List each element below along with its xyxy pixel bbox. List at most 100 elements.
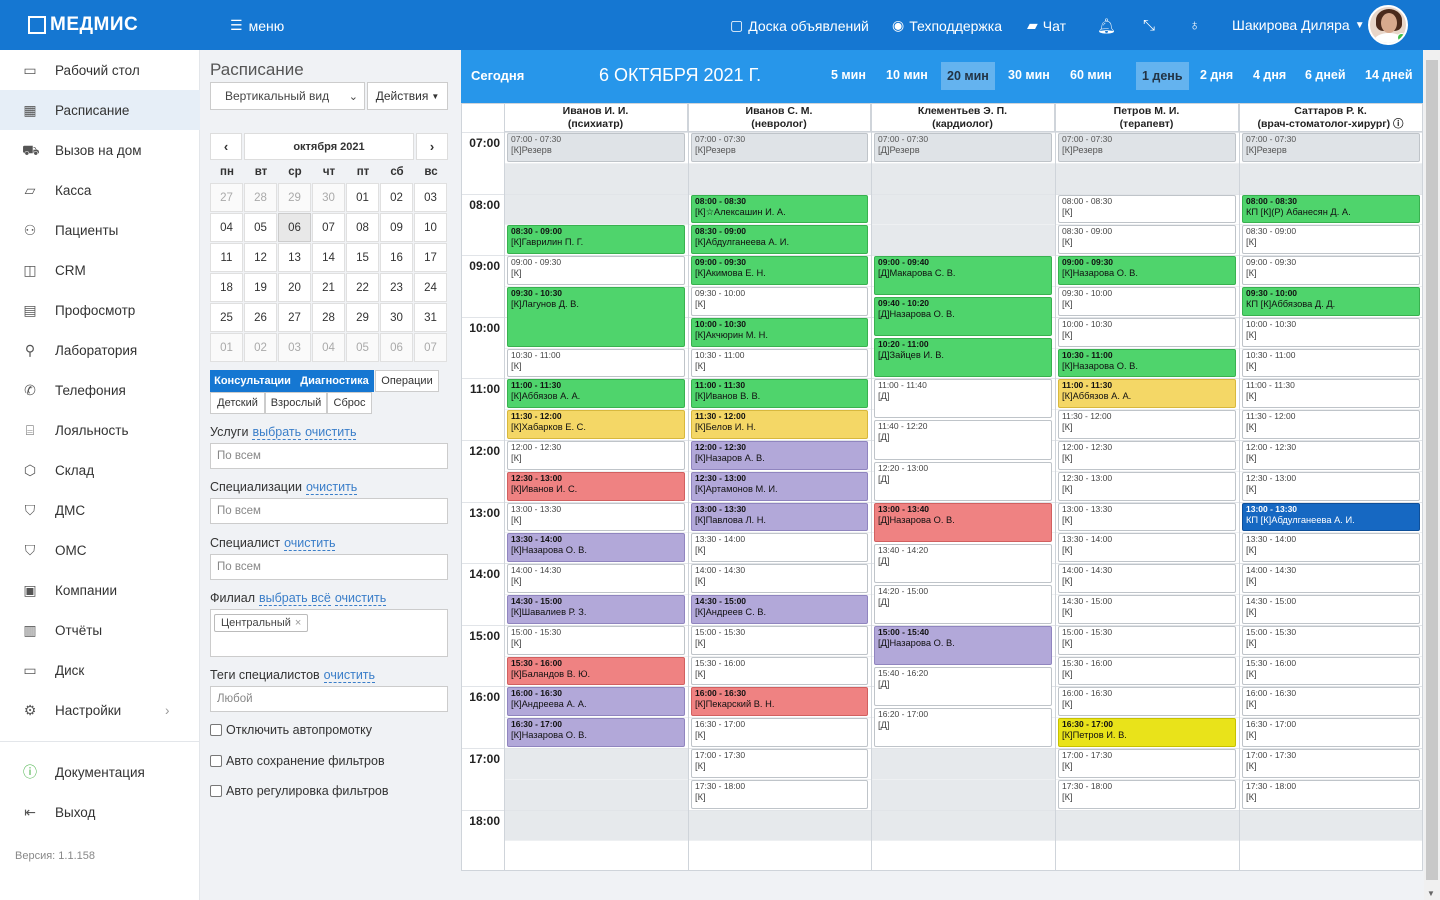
calendar-day[interactable]: 17 <box>414 243 447 272</box>
calendar-day[interactable]: 21 <box>312 273 345 302</box>
next-month-button[interactable]: › <box>416 133 448 160</box>
appointment-slot[interactable]: 16:30 - 17:00 [К]Назарова О. В. <box>507 718 685 747</box>
user-menu[interactable]: Шакирова Диляра ▼ <box>1232 17 1365 33</box>
calendar-day[interactable]: 23 <box>380 273 413 302</box>
autoadjust-checkbox[interactable]: Авто регулировка фильтров <box>210 784 389 798</box>
calendar-day[interactable]: 10 <box>414 213 447 242</box>
appointment-slot[interactable]: 09:00 - 09:30 [К] <box>507 256 685 285</box>
appointment-slot[interactable]: 08:00 - 08:30 КП [К](Р) Абанесян Д. А. <box>1242 194 1420 224</box>
appointment-slot[interactable]: 17:00 - 17:30 [К] <box>1242 749 1420 778</box>
appointment-slot[interactable]: 15:30 - 16:00 [К] <box>1242 656 1420 686</box>
doctor-column-header[interactable]: Петров М. И. (терапевт) <box>1055 104 1239 132</box>
prev-month-button[interactable]: ‹ <box>210 133 242 160</box>
calendar-day[interactable]: 16 <box>380 243 413 272</box>
calendar-day[interactable]: 14 <box>312 243 345 272</box>
calendar-day[interactable]: 07 <box>312 213 345 242</box>
appointment-slot[interactable]: 15:00 - 15:30 [К] <box>1242 625 1420 655</box>
calendar-day[interactable]: 29 <box>346 303 379 332</box>
page-scrollbar[interactable]: ▼ <box>1424 50 1440 900</box>
calendar-day[interactable]: 27 <box>278 303 311 332</box>
appointment-slot[interactable]: 15:00 - 15:30 [К] <box>507 625 685 655</box>
appointment-slot[interactable]: 09:30 - 10:00 [К] <box>691 287 868 316</box>
appointment-slot[interactable]: 17:00 - 17:30 [К] <box>691 749 868 778</box>
appointment-slot[interactable]: 13:40 - 14:20 [Д] <box>874 543 1052 583</box>
sidebar-item-14[interactable]: ▥ Отчёты <box>0 610 200 650</box>
calendar-day[interactable]: 08 <box>346 213 379 242</box>
appointment-slot[interactable]: 08:30 - 09:00 [К]Гаврилин П. Г. <box>507 225 685 255</box>
scale-option[interactable]: 30 мин <box>1008 68 1050 82</box>
appointment-slot[interactable]: 07:00 - 07:30 [К]Резерв <box>1058 133 1236 162</box>
spec-input[interactable]: По всем <box>210 498 448 524</box>
sidebar-item-2[interactable]: ⛟ Вызов на дом <box>0 130 200 170</box>
appointment-slot[interactable]: 13:30 - 14:00 [К] <box>1242 533 1420 563</box>
appointment-slot[interactable]: 14:00 - 14:30 [К] <box>691 564 868 593</box>
specialist-input[interactable]: По всем <box>210 554 448 580</box>
calendar-day[interactable]: 03 <box>278 333 311 362</box>
sidebar-item-13[interactable]: ▣ Компании <box>0 570 200 610</box>
specialist-clear-link[interactable]: очистить <box>284 536 336 551</box>
appointment-slot[interactable]: 14:30 - 15:00 [К]Андреев С. В. <box>691 595 868 624</box>
doctor-column-header[interactable]: Клементьев Э. П. (кардиолог) <box>871 104 1055 132</box>
calendar-day[interactable]: 04 <box>210 213 243 242</box>
appointment-slot[interactable]: 15:00 - 15:30 [К] <box>691 625 868 655</box>
appointment-slot[interactable]: 13:00 - 13:30 КП [К]Абдулганеева А. И. <box>1242 502 1420 532</box>
scrollbar-thumb[interactable] <box>1426 60 1438 880</box>
appointment-slot[interactable]: 10:30 - 11:00 [К]Назарова О. В. <box>1058 348 1236 378</box>
services-select-link[interactable]: выбрать <box>252 425 302 440</box>
calendar-day[interactable]: 30 <box>312 183 345 212</box>
appointment-slot[interactable]: 12:30 - 13:00 [К]Артамонов М. И. <box>691 471 868 501</box>
scale-option[interactable]: 6 дней <box>1305 68 1346 82</box>
nav-support[interactable]: ◉ Техподдержка <box>892 17 1002 34</box>
scale-option[interactable]: 2 дня <box>1200 68 1234 82</box>
appointment-slot[interactable]: 13:30 - 14:00 [К]Назарова О. В. <box>507 533 685 563</box>
appointment-slot[interactable]: 11:00 - 11:30 [К]Иванов В. В. <box>691 379 868 409</box>
scale-option[interactable]: 60 мин <box>1070 68 1112 82</box>
sidebar-item-1[interactable]: ▦ Расписание <box>0 90 200 130</box>
appointment-slot[interactable]: 13:00 - 13:30 [К] <box>1058 502 1236 532</box>
scale-option[interactable]: 1 день <box>1136 62 1189 90</box>
calendar-day[interactable]: 24 <box>414 273 447 302</box>
calendar-day[interactable]: 11 <box>210 243 243 272</box>
appointment-slot[interactable]: 14:30 - 15:00 [К] <box>1058 595 1236 624</box>
calendar-day[interactable]: 28 <box>244 183 277 212</box>
appointment-slot[interactable]: 10:30 - 11:00 [К] <box>691 348 868 378</box>
tags-clear-link[interactable]: очистить <box>323 668 376 683</box>
appointment-slot[interactable]: 11:30 - 12:00 [К]Хабарков Е. С. <box>507 410 685 439</box>
appointment-slot[interactable]: 10:00 - 10:30 [К]Акчюрин М. Н. <box>691 317 868 347</box>
calendar-day[interactable]: 27 <box>210 183 243 212</box>
appointment-slot[interactable]: 16:00 - 16:30 [К]Пекарский В. Н. <box>691 687 868 717</box>
appointment-slot[interactable]: 17:30 - 18:00 [К] <box>1058 779 1236 809</box>
appointment-slot[interactable]: 11:00 - 11:30 [К]Аббязов А. А. <box>507 379 685 409</box>
autosave-checkbox[interactable]: Авто сохранение фильтров <box>210 754 385 768</box>
appointment-slot[interactable]: 16:20 - 17:00 [Д] <box>874 707 1052 747</box>
appointment-slot[interactable]: 12:00 - 12:30 [К] <box>1242 441 1420 470</box>
appointment-slot[interactable]: 11:30 - 12:00 [К] <box>1242 410 1420 439</box>
calendar-day[interactable]: 20 <box>278 273 311 302</box>
tags-input[interactable]: Любой <box>210 686 448 712</box>
calendar-day[interactable]: 13 <box>278 243 311 272</box>
filter-adult[interactable]: Взрослый <box>265 392 327 414</box>
appointment-slot[interactable]: 13:00 - 13:40 [Д]Назарова О. В. <box>874 502 1052 542</box>
appointment-slot[interactable]: 11:30 - 12:00 [К] <box>1058 410 1236 439</box>
tab-consultations[interactable]: Консультации <box>210 370 295 392</box>
appointment-slot[interactable]: 14:00 - 14:30 [К] <box>507 564 685 593</box>
appointment-slot[interactable]: 12:30 - 13:00 [К] <box>1058 471 1236 501</box>
appointment-slot[interactable]: 11:30 - 12:00 [К]Белов И. Н. <box>691 410 868 439</box>
sidebar-item-0[interactable]: ▭ Рабочий стол <box>0 50 200 90</box>
appointment-slot[interactable]: 09:30 - 10:00 КП [К]Аббязова Д. Д. <box>1242 287 1420 316</box>
appointment-slot[interactable]: 16:00 - 16:30 [К] <box>1058 687 1236 717</box>
appointment-slot[interactable]: 14:30 - 15:00 [К] <box>1242 595 1420 624</box>
appointment-slot[interactable]: 08:00 - 08:30 [К] <box>1058 194 1236 224</box>
appointment-slot[interactable]: 15:30 - 16:00 [К] <box>1058 656 1236 686</box>
calendar-day[interactable]: 28 <box>312 303 345 332</box>
view-select[interactable]: Вертикальный вид ⌄ <box>210 82 365 110</box>
appointment-slot[interactable]: 08:30 - 09:00 [К] <box>1058 225 1236 255</box>
appointment-slot[interactable]: 09:00 - 09:40 [Д]Макарова С. В. <box>874 256 1052 296</box>
appointment-slot[interactable]: 11:00 - 11:30 [К]Аббязов А. А. <box>1058 379 1236 409</box>
appointment-slot[interactable]: 16:00 - 16:30 [К]Андреева А. А. <box>507 687 685 717</box>
appointment-slot[interactable]: 15:30 - 16:00 [К]Баландов В. Ю. <box>507 656 685 686</box>
doctor-column-header[interactable]: Саттаров Р. К. (врач-стоматолог-хирург) ⓘ <box>1239 104 1422 132</box>
appointment-slot[interactable]: 08:30 - 09:00 [К]Абдулганеева А. И. <box>691 225 868 255</box>
appointment-slot[interactable]: 16:30 - 17:00 [К] <box>1242 718 1420 747</box>
branch-clear-link[interactable]: очистить <box>334 591 387 606</box>
